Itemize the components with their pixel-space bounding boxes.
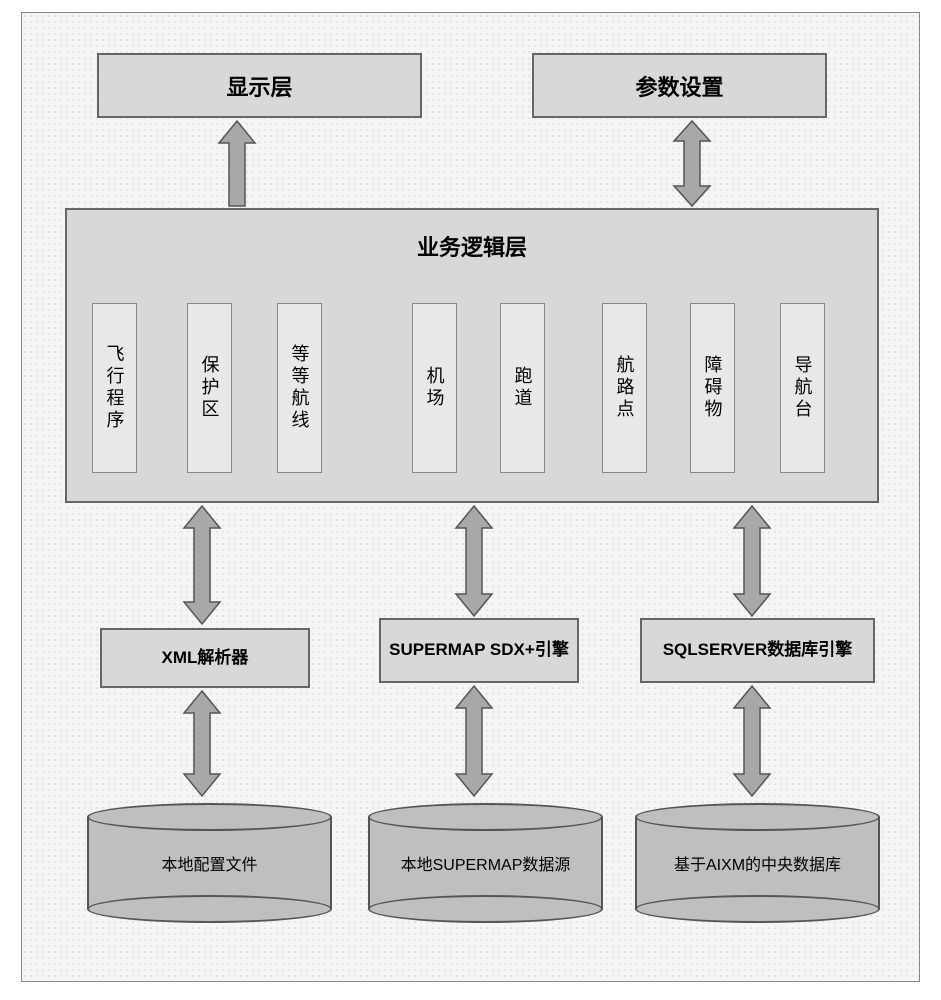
logic-item-runway: 跑道 (500, 303, 545, 473)
logic-item-waypoint: 航路点 (602, 303, 647, 473)
logic-item-airport: 机场 (412, 303, 457, 473)
arrow-supermap-db-both (454, 686, 494, 796)
arrow-params-both (672, 121, 712, 206)
display-layer-label: 显示层 (226, 70, 292, 102)
display-layer-box: 显示层 (97, 53, 422, 118)
arrow-supermap-both (454, 506, 494, 616)
local-config-db: 本地配置文件 (87, 803, 332, 923)
local-supermap-label: 本地SUPERMAP数据源 (401, 851, 571, 875)
aixm-db: 基于AIXM的中央数据库 (635, 803, 880, 923)
params-label: 参数设置 (635, 70, 723, 102)
supermap-engine-box: SUPERMAP SDX+引擎 (379, 618, 579, 683)
xml-parser-box: XML解析器 (100, 628, 310, 688)
arrow-sql-db-both (732, 686, 772, 796)
logic-item-flight-procedure: 飞行程序 (92, 303, 137, 473)
logic-item-protection-zone: 保护区 (187, 303, 232, 473)
sqlserver-engine-box: SQLSERVER数据库引擎 (640, 618, 875, 683)
logic-item-route: 等等航线 (277, 303, 322, 473)
arrow-sql-both (732, 506, 772, 616)
params-box: 参数设置 (532, 53, 827, 118)
aixm-label: 基于AIXM的中央数据库 (674, 851, 841, 875)
arrow-display-up (217, 121, 257, 206)
logic-item-navaid: 导航台 (780, 303, 825, 473)
arrow-xml-both (182, 506, 222, 624)
logic-item-obstacle: 障碍物 (690, 303, 735, 473)
diagram-canvas: 显示层 参数设置 业务逻辑层 飞行程序 保护区 等等航线 机场 跑道 航路点 障… (21, 12, 920, 982)
supermap-engine-label: SUPERMAP SDX+引擎 (381, 639, 577, 661)
local-supermap-db: 本地SUPERMAP数据源 (368, 803, 603, 923)
business-logic-title: 业务逻辑层 (67, 230, 877, 262)
local-config-label: 本地配置文件 (161, 851, 257, 875)
sqlserver-engine-label: SQLSERVER数据库引擎 (655, 639, 861, 661)
arrow-xml-db-both (182, 691, 222, 796)
xml-parser-label: XML解析器 (162, 647, 249, 669)
